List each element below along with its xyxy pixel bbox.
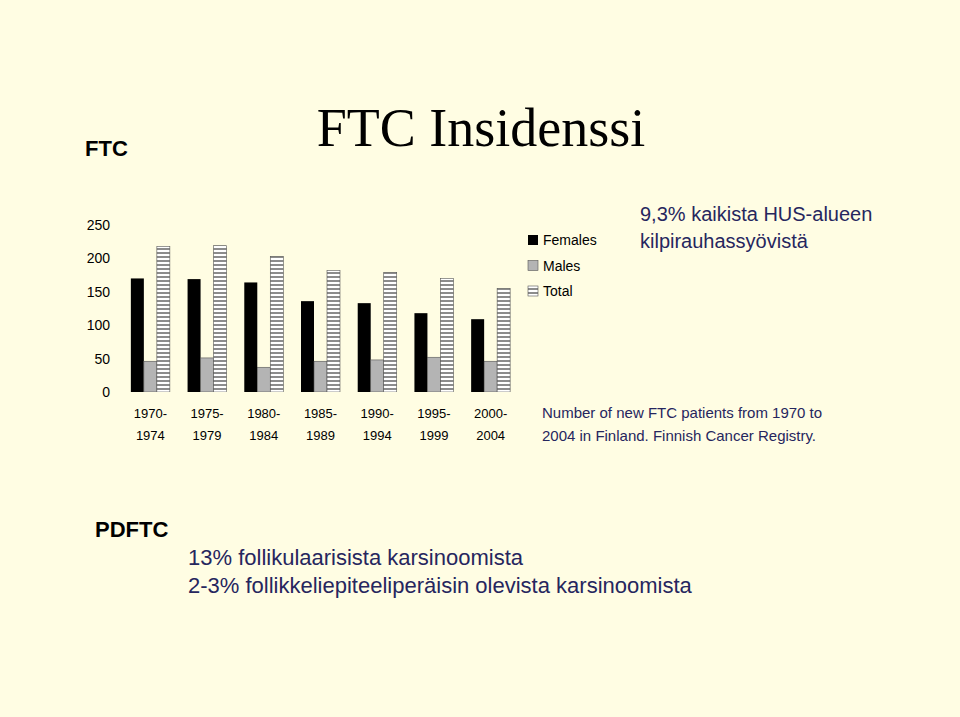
background: [0, 0, 960, 717]
y-tick-label: 200: [87, 250, 111, 266]
x-tick-label-line: 2004: [476, 428, 505, 443]
y-tick-label: 150: [87, 284, 111, 300]
bar: [471, 319, 484, 392]
y-tick-label: 50: [94, 351, 110, 367]
bar: [440, 278, 453, 392]
legend-label: Females: [543, 232, 597, 248]
x-tick-label-line: 1989: [306, 428, 335, 443]
x-tick-label-line: 1994: [363, 428, 392, 443]
bar: [427, 357, 440, 392]
x-tick-label: 1995- 1999: [417, 406, 450, 443]
bar: [484, 361, 497, 392]
bar: [157, 246, 170, 392]
x-tick-label-line: 1979: [193, 428, 222, 443]
bar: [270, 256, 283, 392]
bar: [314, 361, 327, 392]
section-line: 13% follikulaarisista karsinoomista: [188, 545, 524, 570]
x-tick-label-line: 1985-: [304, 406, 337, 421]
x-tick-label: 1985- 1989: [304, 406, 337, 443]
bar: [201, 358, 214, 392]
x-tick-label-line: 2000-: [474, 406, 507, 421]
bar: [358, 303, 371, 392]
bar: [384, 272, 397, 392]
bar: [301, 301, 314, 392]
x-tick-label: 1975- 1979: [190, 406, 223, 443]
bar: [371, 360, 384, 392]
x-tick-label-line: 1990-: [361, 406, 394, 421]
legend-label: Males: [543, 258, 580, 274]
x-tick-label-line: 1974: [136, 428, 165, 443]
bar: [244, 282, 257, 392]
x-tick-label: 1990- 1994: [361, 406, 394, 443]
x-tick-label: 2000- 2004: [474, 406, 507, 443]
bar: [497, 288, 510, 392]
annotation: Number of new FTC patients from 1970 to: [542, 404, 822, 421]
bar: [131, 278, 144, 392]
legend-swatch: [528, 235, 538, 245]
side-label: FTC: [85, 136, 128, 161]
legend-label: Total: [543, 283, 573, 299]
y-tick-label: 250: [87, 217, 111, 233]
x-tick-label-line: 1970-: [134, 406, 167, 421]
bars: [131, 246, 510, 392]
bar: [188, 279, 201, 392]
bar: [327, 270, 340, 392]
annotation: 2004 in Finland. Finnish Cancer Registry…: [542, 427, 816, 444]
bar: [214, 246, 227, 392]
legend-swatch: [528, 286, 538, 296]
x-tick-label-line: 1980-: [247, 406, 280, 421]
legend-swatch: [528, 261, 538, 271]
section-line: 2-3% follikkeliepiteeliperäisin olevista…: [188, 573, 693, 598]
bar: [257, 367, 270, 392]
bar: [144, 361, 157, 392]
x-tick-label-line: 1984: [249, 428, 278, 443]
section-label: PDFTC: [95, 517, 168, 542]
x-tick-label-line: 1995-: [417, 406, 450, 421]
annotation: 9,3% kaikista HUS-alueen: [640, 203, 872, 225]
y-tick-label: 0: [102, 384, 110, 400]
annotation: kilpirauhassyövistä: [640, 230, 809, 252]
y-tick-label: 100: [87, 317, 111, 333]
x-tick-label-line: 1975-: [190, 406, 223, 421]
x-tick-label-line: 1999: [419, 428, 448, 443]
bar: [414, 313, 427, 392]
title: FTC Insidenssi: [317, 98, 646, 158]
slide: FTCFTC Insidenssi0501001502002501970-197…: [0, 0, 960, 717]
x-tick-label: 1980- 1984: [247, 406, 280, 443]
x-tick-label: 1970- 1974: [134, 406, 167, 443]
